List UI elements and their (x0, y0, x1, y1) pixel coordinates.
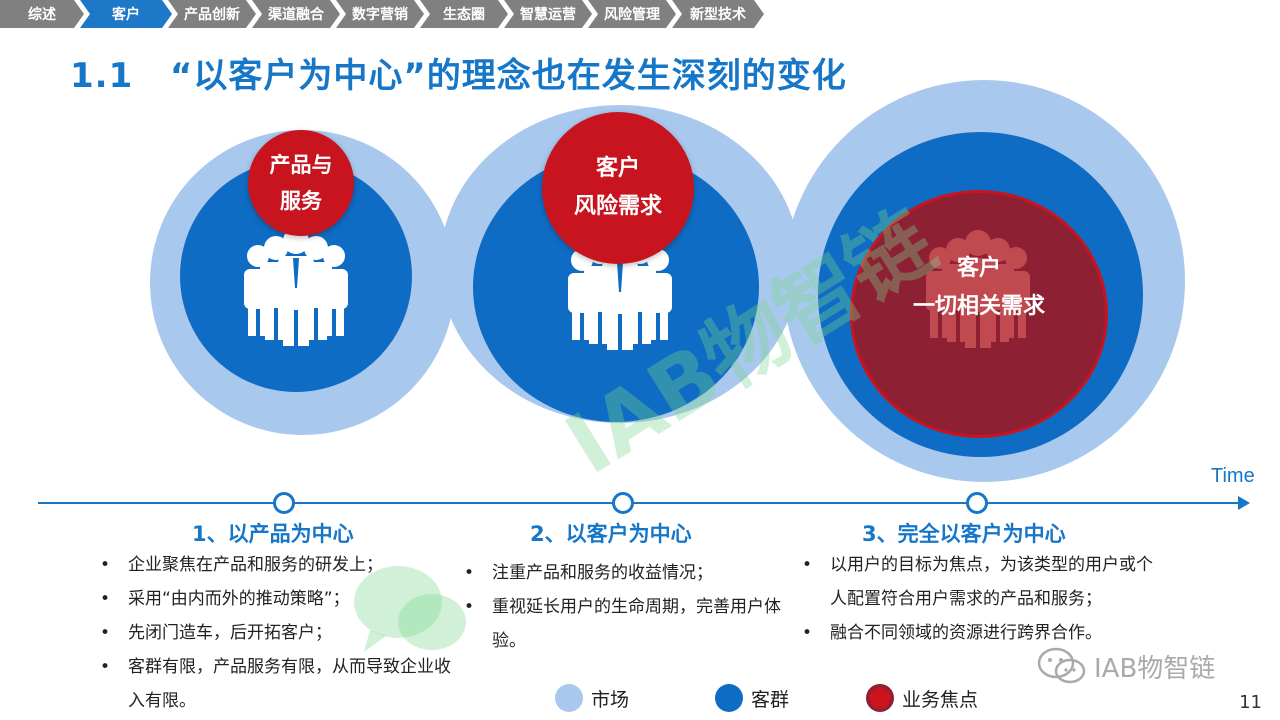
people-icon (926, 230, 1030, 348)
nav-tab-label: 新型技术 (690, 7, 746, 23)
legend-market: 市场 (555, 684, 629, 712)
nav-tab-new-technology[interactable]: 新型技术 (672, 0, 764, 28)
focus-line: 服务 (280, 189, 322, 213)
nav-tab-label: 产品创新 (184, 7, 240, 23)
nav-tab-channel-fusion[interactable]: 渠道融合 (252, 0, 340, 28)
focus-line: 客户 (956, 256, 1001, 281)
bullet-item: 注重产品和服务的收益情况； (462, 556, 782, 590)
bullet-item: 采用“由内而外的推动策略”； (98, 582, 458, 616)
bullet-item: 先闭门造车，后开拓客户； (98, 616, 458, 650)
timeline-node-2 (612, 492, 634, 514)
stage-title-3: 3、完全以客户为中心 (862, 522, 1066, 546)
section-number: 1.1 (70, 56, 134, 96)
brand-mark: IAB物智链 (1036, 646, 1215, 686)
timeline-arrowhead (1238, 496, 1250, 510)
people-icon (244, 228, 348, 346)
nav-tab-ecosystem[interactable]: 生态圈 (420, 0, 508, 28)
time-axis-label: Time (1211, 465, 1255, 487)
nav-tab-smart-operation[interactable]: 智慧运营 (504, 0, 592, 28)
focus-line: 风险需求 (573, 194, 662, 219)
bullet-item: 融合不同领域的资源进行跨界合作。 (800, 616, 1160, 650)
business-focus-circle-1: 产品与 服务 (248, 130, 354, 236)
page-number: 11 (1239, 692, 1262, 713)
legend-customer-group: 客群 (715, 684, 789, 712)
legend-label: 市场 (591, 688, 630, 711)
legend-business-focus: 业务焦点 (866, 684, 978, 712)
nav-tab-digital-marketing[interactable]: 数字营销 (336, 0, 424, 28)
legend-label: 业务焦点 (902, 688, 979, 711)
bullet-item: 重视延长用户的生命周期，完善用户体验。 (462, 590, 782, 658)
stage-bullets-1: 企业聚焦在产品和服务的研发上； 采用“由内而外的推动策略”； 先闭门造车，后开拓… (98, 548, 458, 718)
stage-bullets-3: 以用户的目标为焦点，为该类型的用户或个人配置符合用户需求的产品和服务； 融合不同… (800, 548, 1160, 650)
focus-label-3: 客户 一切相关需求 (850, 250, 1108, 326)
top-navigation: 综述 客户 产品创新 渠道融合 数字营销 生态圈 智慧运营 风险管理 新型技术 (0, 0, 768, 28)
timeline-axis (38, 502, 1248, 504)
nav-tab-customer[interactable]: 客户 (80, 0, 172, 28)
legend-label: 客群 (751, 688, 790, 711)
nav-tab-label: 生态圈 (443, 7, 485, 23)
focus-line: 产品与 (269, 153, 333, 177)
focus-line: 客户 (595, 156, 640, 181)
brand-text: IAB物智链 (1094, 653, 1216, 684)
nav-tab-label: 风险管理 (604, 7, 660, 23)
legend-swatch-market (555, 684, 583, 712)
focus-line: 一切相关需求 (912, 294, 1045, 319)
nav-tab-label: 客户 (112, 7, 140, 23)
nav-tab-label: 数字营销 (352, 7, 408, 23)
nav-tab-label: 综述 (28, 7, 56, 23)
nav-tab-label: 渠道融合 (268, 7, 324, 23)
wechat-icon (1037, 647, 1086, 684)
business-focus-circle-2: 客户 风险需求 (542, 112, 694, 264)
legend-swatch-customer-group (715, 684, 743, 712)
stage-bullets-2: 注重产品和服务的收益情况； 重视延长用户的生命周期，完善用户体验。 (462, 556, 782, 658)
nav-tab-label: 智慧运营 (520, 7, 576, 23)
bullet-item: 客群有限，产品服务有限，从而导致企业收入有限。 (98, 650, 458, 718)
nav-tab-product-innovation[interactable]: 产品创新 (168, 0, 256, 28)
bullet-item: 企业聚焦在产品和服务的研发上； (98, 548, 458, 582)
bullet-item: 以用户的目标为焦点，为该类型的用户或个人配置符合用户需求的产品和服务； (800, 548, 1160, 616)
timeline-node-1 (273, 492, 295, 514)
stage-title-2: 2、以客户为中心 (530, 522, 692, 546)
nav-tab-overview[interactable]: 综述 (0, 0, 84, 28)
legend-swatch-business-focus (866, 684, 894, 712)
timeline-node-3 (966, 492, 988, 514)
nav-tab-risk-management[interactable]: 风险管理 (588, 0, 676, 28)
stage-title-1: 1、以产品为中心 (192, 522, 354, 546)
page-title: 1.1 “以客户为中心”的理念也在发生深刻的变化 (70, 48, 847, 97)
title-text: “以客户为中心”的理念也在发生深刻的变化 (170, 56, 847, 96)
